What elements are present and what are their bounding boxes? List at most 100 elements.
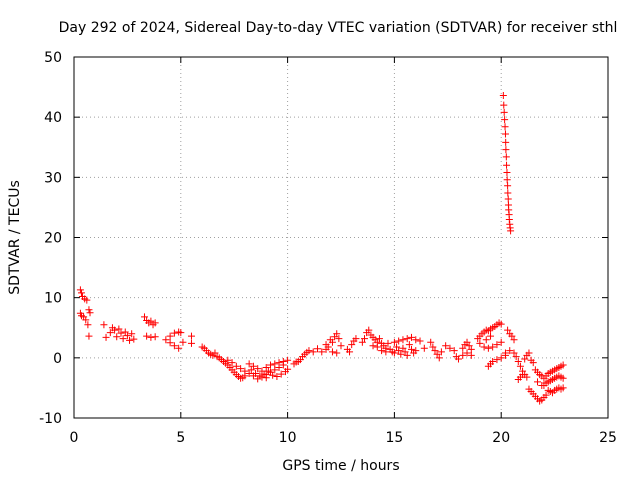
data-point: [335, 335, 343, 343]
data-point: [463, 338, 471, 346]
data-point: [267, 361, 275, 369]
data-point: [262, 363, 270, 371]
data-point: [459, 344, 467, 352]
data-point: [254, 365, 262, 373]
data-point: [177, 329, 185, 337]
data-point: [429, 343, 437, 351]
x-tick-label: 5: [176, 430, 185, 446]
y-tick-label: 20: [44, 231, 62, 247]
data-point: [128, 330, 136, 338]
data-point: [412, 336, 420, 344]
data-point: [252, 369, 260, 377]
data-point: [211, 349, 219, 357]
data-point: [264, 367, 272, 375]
data-point: [333, 349, 341, 357]
data-point: [538, 382, 546, 390]
data-point: [516, 362, 524, 370]
data-point: [271, 360, 279, 368]
data-point: [82, 316, 90, 324]
data-point: [395, 347, 403, 355]
data-point: [187, 339, 195, 347]
y-axis-label: SDTVAR / TECUs: [7, 180, 23, 295]
data-point: [277, 370, 285, 378]
data-point: [435, 354, 443, 362]
data-point: [284, 356, 292, 364]
data-point: [476, 339, 484, 347]
data-point: [500, 101, 508, 109]
data-point: [501, 123, 509, 131]
data-point: [559, 374, 567, 382]
data-point: [502, 146, 510, 154]
plot-frame: [73, 56, 609, 419]
data-point: [269, 371, 277, 379]
data-point: [352, 335, 360, 343]
data-point: [500, 108, 508, 116]
data-point: [369, 342, 377, 350]
data-point: [309, 348, 317, 356]
data-point: [378, 347, 386, 355]
data-point: [412, 347, 420, 355]
x-tick-label: 20: [492, 430, 510, 446]
data-point: [117, 329, 125, 337]
data-point: [346, 348, 354, 356]
data-point: [497, 320, 505, 328]
data-point: [390, 338, 398, 346]
data-point: [77, 289, 85, 297]
data-point: [151, 319, 159, 327]
data-point: [175, 344, 183, 352]
data-point: [433, 350, 441, 358]
data-point: [503, 176, 511, 184]
data-point: [256, 372, 264, 380]
data-point: [497, 338, 505, 346]
data-point: [373, 343, 381, 351]
data-point: [130, 335, 138, 343]
data-point: [241, 367, 249, 375]
data-point: [514, 357, 522, 365]
data-point: [83, 296, 91, 304]
data-point: [113, 333, 121, 341]
data-point: [501, 116, 509, 124]
y-tick-label: 10: [44, 291, 62, 307]
data-points: [76, 92, 567, 405]
data-point: [86, 309, 94, 317]
data-point: [100, 321, 108, 329]
data-point: [427, 338, 435, 346]
data-point: [121, 328, 129, 336]
x-tick-label: 25: [599, 430, 617, 446]
data-point: [508, 332, 516, 340]
data-point: [365, 326, 373, 334]
data-point: [525, 349, 533, 357]
data-point: [510, 336, 518, 344]
data-point: [179, 338, 187, 346]
data-point: [119, 335, 127, 343]
data-point: [85, 332, 93, 340]
data-point: [523, 373, 531, 381]
data-point: [328, 348, 336, 356]
data-point: [273, 372, 281, 380]
data-point: [187, 332, 195, 340]
data-point: [501, 130, 509, 138]
data-point: [463, 349, 471, 357]
data-point: [166, 339, 174, 347]
data-point: [437, 348, 445, 356]
data-point: [375, 335, 383, 343]
data-point: [420, 344, 428, 352]
data-point: [397, 350, 405, 358]
data-point: [348, 341, 356, 349]
data-point: [501, 349, 509, 357]
data-point: [487, 332, 495, 340]
data-point: [360, 335, 368, 343]
data-point: [502, 138, 510, 146]
data-point: [305, 347, 313, 355]
data-point: [102, 333, 110, 341]
axis-ticks: 0 5 10 15 20 25 -10 0 10 20 30 40 50: [39, 50, 617, 446]
data-point: [450, 347, 458, 355]
data-point: [399, 344, 407, 352]
data-point: [489, 357, 497, 365]
x-axis-label: GPS time / hours: [282, 458, 399, 474]
data-point: [337, 342, 345, 350]
data-point: [115, 325, 123, 333]
data-point: [503, 169, 511, 177]
data-point: [314, 345, 322, 353]
